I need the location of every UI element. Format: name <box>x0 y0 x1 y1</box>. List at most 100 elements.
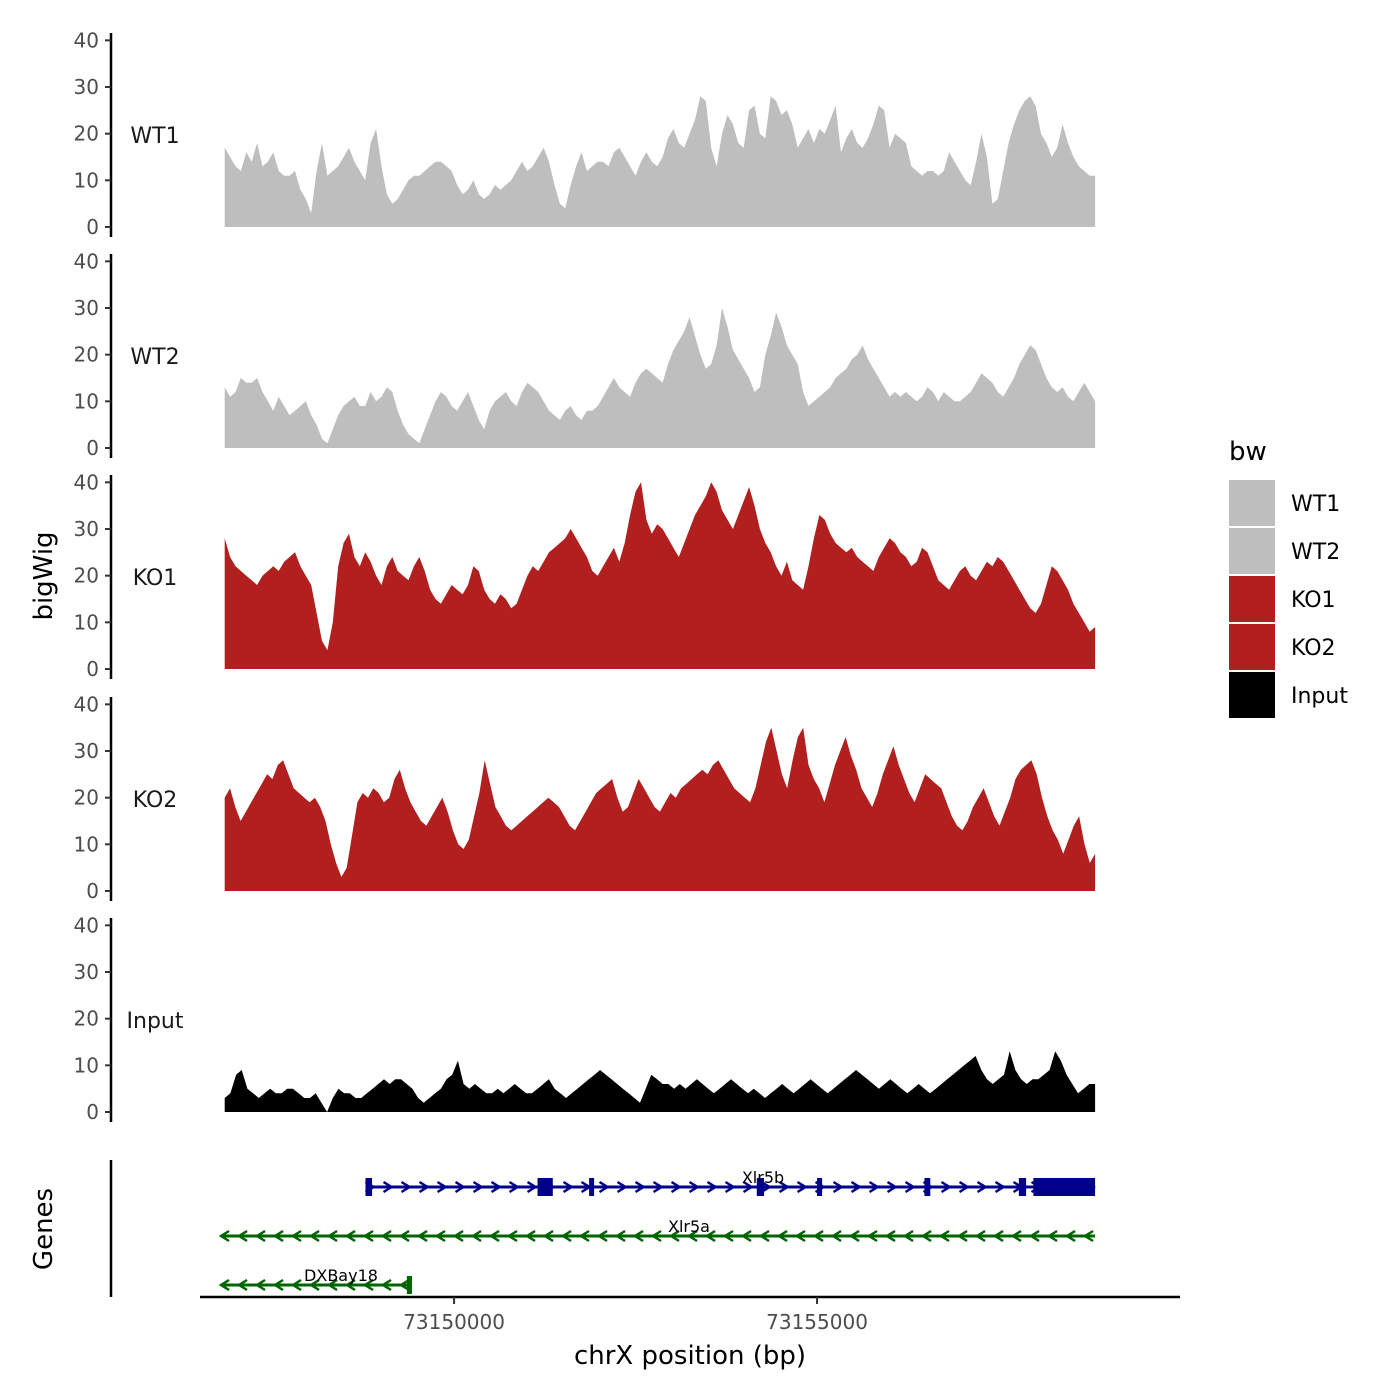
strand-arrow <box>526 1180 538 1194</box>
strand-arrow <box>976 1180 988 1194</box>
y-tick-label: 10 <box>74 168 99 192</box>
legend-swatch-ko1 <box>1229 576 1275 622</box>
strand-arrow <box>490 1180 502 1194</box>
gene-label-xlr5a: Xlr5a <box>668 1217 710 1236</box>
y-tick-label: 30 <box>74 75 99 99</box>
exon-block <box>1033 1178 1096 1196</box>
strand-arrow <box>416 1229 428 1243</box>
track-panel-wt2: 0 10 20 30 40 WT2 <box>74 249 1096 460</box>
strand-arrow <box>724 1180 736 1194</box>
y-tick-label: 0 <box>86 1100 99 1124</box>
legend-swatch-input <box>1229 672 1275 718</box>
y-tick-label: 20 <box>74 1007 99 1031</box>
strand-arrow <box>958 1180 970 1194</box>
exon-block <box>817 1178 823 1196</box>
strand-arrow <box>616 1180 628 1194</box>
strand-arrow <box>382 1180 394 1194</box>
strand-arrow <box>974 1229 986 1243</box>
y-tick-label: 10 <box>74 610 99 634</box>
strand-arrow <box>632 1229 644 1243</box>
legend-label-wt1: WT1 <box>1291 492 1340 517</box>
track-label-input: Input <box>127 1009 184 1034</box>
strand-arrow <box>272 1278 284 1292</box>
track-panel-wt1: 0 10 20 30 40 WT1 <box>74 28 1096 239</box>
strand-arrow <box>742 1180 754 1194</box>
strand-arrow <box>704 1229 716 1243</box>
legend-swatch-wt2 <box>1229 528 1275 574</box>
strand-arrow <box>904 1180 916 1194</box>
strand-arrow <box>940 1180 952 1194</box>
strand-arrow <box>740 1229 752 1243</box>
y-tick-label: 30 <box>74 960 99 984</box>
legend-swatch-wt1 <box>1229 480 1275 526</box>
strand-arrow <box>508 1180 520 1194</box>
strand-arrow <box>758 1229 770 1243</box>
gene-label-dxbay18: DXBay18 <box>304 1266 378 1285</box>
strand-arrow <box>1082 1229 1094 1243</box>
strand-arrow <box>634 1180 646 1194</box>
strand-arrow <box>398 1278 410 1292</box>
y-tick-label: 40 <box>74 28 99 52</box>
y-tick-label: 10 <box>74 1053 99 1077</box>
strand-arrow <box>796 1180 808 1194</box>
x-tick-label: 73155000 <box>766 1310 868 1334</box>
strand-arrow <box>254 1229 266 1243</box>
strand-arrow <box>578 1229 590 1243</box>
strand-arrow <box>254 1278 266 1292</box>
strand-arrow <box>598 1180 610 1194</box>
strand-arrow <box>920 1229 932 1243</box>
strand-arrow <box>868 1180 880 1194</box>
strand-arrow <box>938 1229 950 1243</box>
strand-arrow <box>308 1278 320 1292</box>
strand-arrow <box>1064 1229 1076 1243</box>
strand-arrow <box>272 1229 284 1243</box>
y-tick-label: 40 <box>74 470 99 494</box>
x-tick-label: 73150000 <box>403 1310 505 1334</box>
strand-arrow <box>884 1229 896 1243</box>
strand-arrow <box>866 1229 878 1243</box>
strand-arrow <box>562 1180 574 1194</box>
strand-arrow <box>380 1278 392 1292</box>
strand-arrow <box>992 1229 1004 1243</box>
strand-arrow <box>380 1229 392 1243</box>
y-tick-label: 10 <box>74 389 99 413</box>
strand-arrow <box>236 1278 248 1292</box>
genes-axis-title: Genes <box>29 1188 59 1270</box>
strand-arrow <box>902 1229 914 1243</box>
strand-arrow <box>650 1229 662 1243</box>
coverage-area-wt1 <box>224 96 1096 227</box>
strand-arrow <box>596 1229 608 1243</box>
strand-arrow <box>848 1229 860 1243</box>
strand-arrow <box>668 1229 680 1243</box>
exon-block <box>537 1178 553 1196</box>
coverage-tracks: 0 10 20 30 40 WT1 0 10 20 30 40 WT2 0 10 20 30 40 KO1 0 10 2… <box>74 28 1096 1124</box>
strand-arrow <box>832 1180 844 1194</box>
strand-arrow <box>362 1229 374 1243</box>
strand-arrow <box>470 1229 482 1243</box>
legend-label-ko2: KO2 <box>1291 636 1336 661</box>
y-tick-label: 10 <box>74 832 99 856</box>
strand-arrow <box>760 1180 772 1194</box>
strand-arrow <box>418 1180 430 1194</box>
strand-arrow <box>886 1180 898 1194</box>
strand-arrow <box>686 1229 698 1243</box>
y-tick-label: 30 <box>74 296 99 320</box>
gene-label-xlr5b: Xlr5b <box>742 1168 784 1187</box>
strand-arrow <box>776 1229 788 1243</box>
gene-track: Xlr5b Xlr5a DXBay18 <box>109 1160 1096 1297</box>
exon-block <box>756 1178 765 1196</box>
y-tick-label: 40 <box>74 913 99 937</box>
strand-arrow <box>344 1278 356 1292</box>
coverage-area-ko2 <box>224 727 1096 891</box>
y-tick-label: 40 <box>74 692 99 716</box>
strand-arrow <box>812 1229 824 1243</box>
strand-arrow <box>290 1229 302 1243</box>
legend: bw WT1 WT2 KO1 KO2 Input <box>1229 437 1348 718</box>
strand-arrow <box>794 1229 806 1243</box>
strand-arrow <box>488 1229 500 1243</box>
strand-arrow <box>524 1229 536 1243</box>
y-tick-label: 20 <box>74 564 99 588</box>
track-label-wt2: WT2 <box>130 345 179 370</box>
